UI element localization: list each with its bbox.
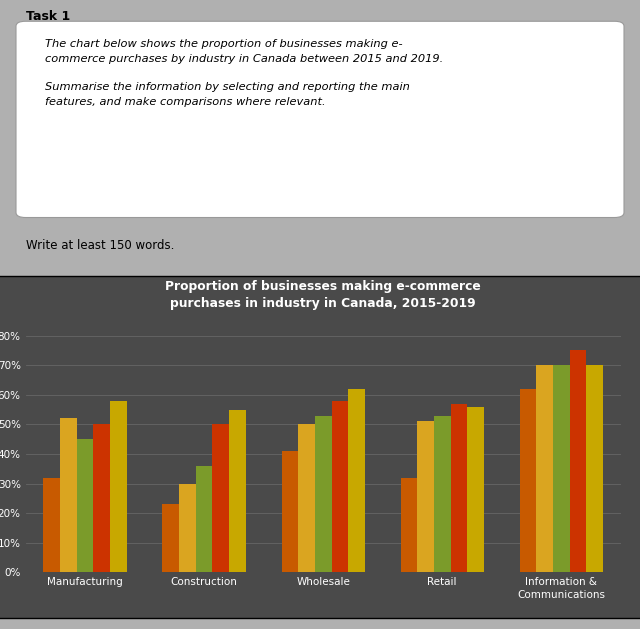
Bar	[196, 466, 212, 572]
Bar	[332, 401, 348, 572]
FancyBboxPatch shape	[0, 276, 640, 618]
Bar	[553, 365, 570, 572]
Bar	[570, 350, 586, 572]
Bar	[401, 477, 417, 572]
FancyBboxPatch shape	[16, 21, 624, 218]
Bar	[77, 439, 93, 572]
Text: Task 1: Task 1	[26, 10, 70, 23]
Bar	[179, 484, 196, 572]
Bar	[520, 389, 536, 572]
Bar	[110, 401, 127, 572]
Bar	[44, 477, 60, 572]
Text: The chart below shows the proportion of businesses making e-
commerce purchases : The chart below shows the proportion of …	[45, 39, 443, 107]
Bar	[536, 365, 553, 572]
Bar	[282, 451, 298, 572]
Bar	[163, 504, 179, 572]
Bar	[451, 404, 467, 572]
Bar	[229, 409, 246, 572]
Bar	[348, 389, 365, 572]
Text: Write at least 150 words.: Write at least 150 words.	[26, 239, 174, 252]
Bar	[298, 425, 315, 572]
Bar	[417, 421, 434, 572]
Bar	[212, 425, 229, 572]
Bar	[93, 425, 110, 572]
Title: Proportion of businesses making e-commerce
purchases in industry in Canada, 2015: Proportion of businesses making e-commer…	[165, 280, 481, 310]
Bar	[434, 416, 451, 572]
Bar	[586, 365, 603, 572]
Bar	[60, 418, 77, 572]
Bar	[467, 406, 484, 572]
Bar	[315, 416, 332, 572]
